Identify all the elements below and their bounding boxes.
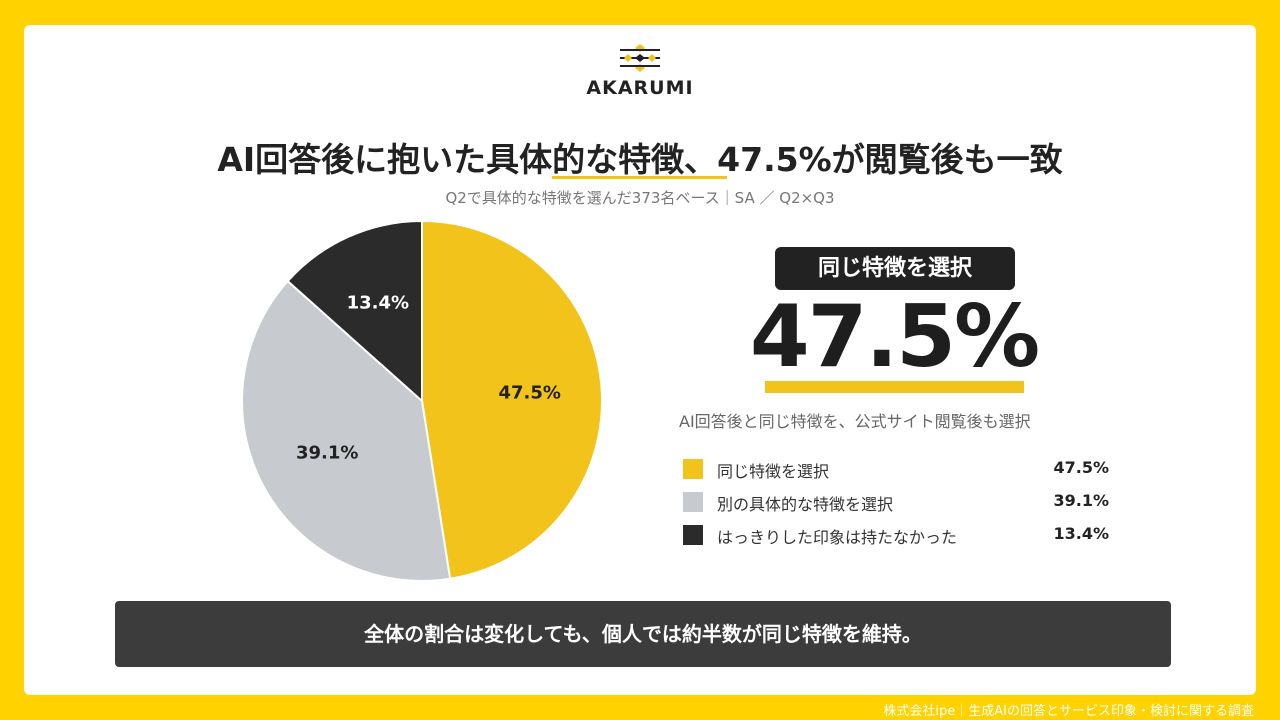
- diamond-lines-logo-icon: [620, 44, 660, 72]
- legend-label: 同じ特徴を選択: [717, 462, 830, 481]
- pie-slice: [241, 279, 452, 582]
- pie-data-label: 39.1%: [296, 443, 358, 464]
- legend-label: はっきりした印象は持たなかった: [717, 528, 958, 547]
- pie-data-label: 47.5%: [498, 383, 560, 404]
- chart-legend: 同じ特徴を選択 47.5% 別の具体的な特徴を選択 39.1% はっきりした印象…: [683, 452, 1113, 551]
- legend-item: 同じ特徴を選択 47.5%: [683, 452, 1113, 485]
- legend-value: 39.1%: [1053, 491, 1109, 510]
- highlight-badge: 同じ特徴を選択: [775, 247, 1015, 290]
- highlight-description: AI回答後と同じ特徴を、公式サイト閲覧後も選択: [679, 412, 1031, 431]
- pie-data-label: 13.4%: [347, 292, 409, 313]
- pie-chart: 47.5% 39.1% 13.4%: [241, 221, 603, 582]
- brand-logo: AKARUMI: [24, 43, 1256, 99]
- legend-swatch: [683, 525, 703, 545]
- content-card: AKARUMI AI回答後に抱いた具体的な特徴、47.5%が閲覧後も一致 Q2で…: [24, 25, 1256, 695]
- legend-value: 47.5%: [1053, 458, 1109, 477]
- legend-swatch: [683, 459, 703, 479]
- pie-slice: [286, 221, 423, 404]
- footer-credit: 株式会社ipe｜生成AIの回答とサービス印象・検討に関する調査: [883, 704, 1254, 719]
- title-underline: [552, 176, 727, 179]
- legend-item: 別の具体的な特徴を選択 39.1%: [683, 485, 1113, 518]
- legend-swatch: [683, 492, 703, 512]
- legend-label: 別の具体的な特徴を選択: [717, 495, 894, 514]
- brand-name: AKARUMI: [586, 77, 694, 99]
- legend-value: 13.4%: [1053, 524, 1109, 543]
- page-subtitle: Q2で具体的な特徴を選んだ373名ベース｜SA ／ Q2×Q3: [445, 189, 835, 207]
- summary-banner: 全体の割合は変化しても、個人では約半数が同じ特徴を維持。: [115, 601, 1171, 667]
- highlight-underline: [765, 381, 1024, 393]
- page-title: AI回答後に抱いた具体的な特徴、47.5%が閲覧後も一致: [217, 140, 1063, 179]
- pie-slice: [421, 221, 603, 580]
- highlight-value: 47.5%: [749, 287, 1040, 387]
- legend-item: はっきりした印象は持たなかった 13.4%: [683, 518, 1113, 551]
